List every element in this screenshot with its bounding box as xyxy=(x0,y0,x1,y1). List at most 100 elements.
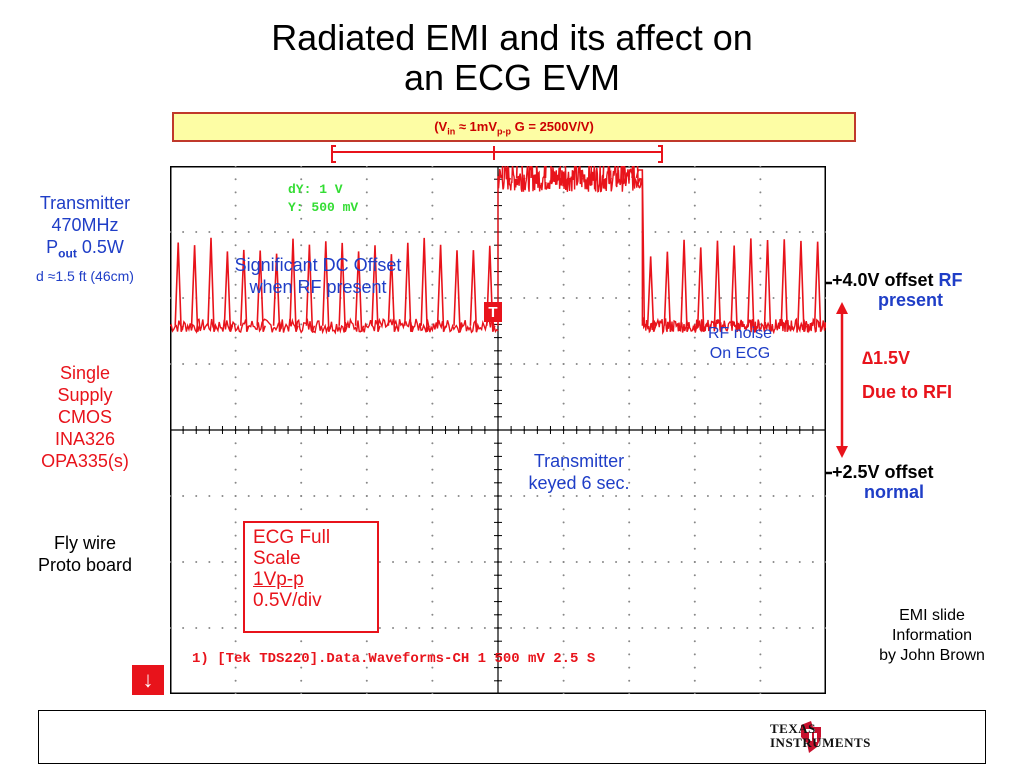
qrs-spike xyxy=(646,256,657,333)
supply-line-3: CMOS xyxy=(58,407,112,427)
grid-dot xyxy=(523,561,526,563)
pout-p: P xyxy=(46,237,59,257)
grid-dot xyxy=(300,495,303,497)
grid-dot xyxy=(300,204,303,207)
grid-dot xyxy=(182,561,185,563)
grid-dot xyxy=(260,231,263,233)
grid-dot xyxy=(693,363,696,365)
qrs-spike xyxy=(420,237,430,333)
grid-dot xyxy=(693,442,696,445)
grid-dot xyxy=(693,257,696,260)
grid-dot xyxy=(549,363,552,365)
qrs-spike xyxy=(730,245,740,333)
grid-dot xyxy=(667,363,670,365)
grid-dot xyxy=(628,468,631,471)
grid-dot xyxy=(431,297,434,299)
grid-dot xyxy=(562,389,565,392)
grid-dot xyxy=(562,231,565,233)
grid-dot xyxy=(601,297,604,299)
qrs-spike xyxy=(515,166,526,185)
grid-dot xyxy=(693,376,696,379)
grid-dot xyxy=(431,336,434,339)
grid-dot xyxy=(365,693,368,694)
rf-noise-line-2: On ECG xyxy=(709,345,771,362)
grid-dot xyxy=(234,336,237,339)
grid-dot xyxy=(549,231,552,233)
grid-dot xyxy=(523,495,526,497)
grid-dot xyxy=(746,627,749,629)
cursor-y-readout: Y: 500 mV xyxy=(288,200,358,215)
grid-dot xyxy=(182,231,185,233)
grid-dot xyxy=(247,231,250,233)
grid-dot xyxy=(483,231,486,233)
grid-dot xyxy=(470,495,473,497)
rf-offset-main: 4.0V offset xyxy=(842,270,939,290)
grid-dot xyxy=(759,178,762,181)
grid-dot xyxy=(759,587,762,590)
grid-dot xyxy=(378,561,381,563)
grid-dot xyxy=(615,627,618,629)
grid-dot xyxy=(628,402,631,405)
grid-dot xyxy=(536,363,539,365)
grid-dot xyxy=(693,389,696,392)
emi-credit-line-3: by John Brown xyxy=(879,647,985,664)
grid-dot xyxy=(785,231,788,233)
grid-dot xyxy=(523,363,526,365)
grid-dot xyxy=(628,349,631,352)
grid-dot xyxy=(510,297,513,299)
grid-dot xyxy=(562,627,565,629)
qrs-spike xyxy=(322,241,332,333)
grid-dot xyxy=(339,363,342,365)
grid-dot xyxy=(365,679,368,682)
conditions-pp-sub: p-p xyxy=(497,126,512,137)
delta-label: ∆1.5V Due to RFI xyxy=(862,347,1024,403)
grid-dot xyxy=(352,231,355,233)
grid-dot xyxy=(562,508,565,511)
grid-dot xyxy=(287,495,290,497)
grid-dot xyxy=(628,679,631,682)
grid-dot xyxy=(693,679,696,682)
grid-dot xyxy=(759,679,762,682)
texas-instruments-wordmark: Texas Instruments xyxy=(770,722,871,750)
grid-dot xyxy=(431,376,434,379)
grid-dot xyxy=(431,270,434,273)
grid-dot xyxy=(759,402,762,405)
grid-dot xyxy=(365,495,368,497)
grid-dot xyxy=(759,217,762,220)
grid-dot xyxy=(300,442,303,445)
grid-dot xyxy=(759,297,762,299)
qrs-spike xyxy=(338,242,348,333)
grid-dot xyxy=(300,693,303,694)
dc-offset-label: Significant DC Offset when RF present xyxy=(200,254,436,298)
grid-dot xyxy=(575,231,578,233)
grid-dot xyxy=(431,534,434,537)
grid-dot xyxy=(365,363,368,365)
grid-dot xyxy=(562,547,565,550)
grid-dot xyxy=(746,231,749,233)
grid-dot xyxy=(300,244,303,247)
grid-dot xyxy=(300,455,303,458)
grid-dot xyxy=(273,363,276,365)
grid-dot xyxy=(759,415,762,418)
grid-dot xyxy=(536,561,539,563)
grid-dot xyxy=(457,231,460,233)
supply-line-5: OPA335(s) xyxy=(41,451,129,471)
grid-dot xyxy=(654,363,657,365)
qrs-spike xyxy=(713,240,724,333)
grid-dot xyxy=(365,640,368,643)
grid-dot xyxy=(170,363,171,365)
grid-dot xyxy=(352,297,355,299)
grid-dot xyxy=(234,244,237,247)
cursor-bracket-left xyxy=(331,145,336,163)
grid-dot xyxy=(693,547,696,550)
grid-dot xyxy=(234,666,237,669)
grid-dot xyxy=(759,640,762,643)
grid-dot xyxy=(234,270,237,273)
grid-dot xyxy=(365,666,368,669)
grid-dot xyxy=(759,547,762,550)
grid-dot xyxy=(693,166,696,167)
grid-dot xyxy=(693,481,696,484)
grid-dot xyxy=(759,693,762,694)
grid-dot xyxy=(234,613,237,616)
rf-offset-accent: RF xyxy=(938,270,963,290)
